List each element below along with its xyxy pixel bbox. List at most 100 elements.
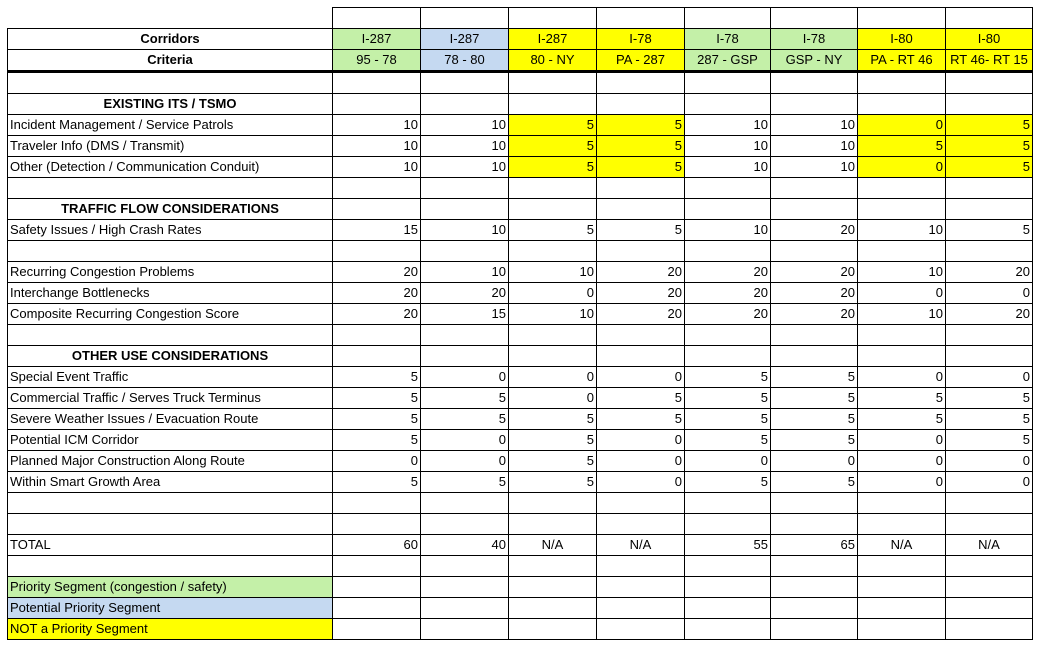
score-cell: 5 xyxy=(332,408,421,430)
empty-cell xyxy=(332,324,421,346)
criteria-label: Within Smart Growth Area xyxy=(7,471,333,493)
empty-cell xyxy=(508,198,597,220)
score-cell: 5 xyxy=(596,408,685,430)
score-cell: 0 xyxy=(945,450,1033,472)
table-body: Corridors I-287 I-287 I-287 I-78 I-78 I-78 I-80… xyxy=(7,7,1033,640)
score-cell: 5 xyxy=(684,387,771,409)
table-row: Within Smart Growth Area 5 5 5 0 5 5 0 0 xyxy=(7,471,1033,493)
score-cell: 20 xyxy=(596,303,685,325)
score-cell: 5 xyxy=(596,114,685,136)
score-cell: 5 xyxy=(945,156,1033,178)
empty-cell xyxy=(596,576,685,598)
empty-cell xyxy=(596,7,685,29)
empty-cell xyxy=(596,324,685,346)
empty-cell xyxy=(684,345,771,367)
criteria-label: Other (Detection / Communication Conduit… xyxy=(7,156,333,178)
empty-cell xyxy=(770,71,858,94)
empty-cell xyxy=(508,71,597,94)
empty-cell xyxy=(596,198,685,220)
score-cell: 10 xyxy=(420,261,509,283)
empty-cell xyxy=(508,618,597,640)
empty-cell xyxy=(857,597,946,619)
score-cell: 0 xyxy=(420,450,509,472)
section-title: EXISTING ITS / TSMO xyxy=(7,93,333,115)
score-cell: 5 xyxy=(332,366,421,388)
empty-cell xyxy=(945,513,1033,535)
empty-cell xyxy=(770,240,858,262)
empty-cell xyxy=(596,618,685,640)
score-cell: 0 xyxy=(945,282,1033,304)
total-cell: 60 xyxy=(332,534,421,556)
score-cell: 5 xyxy=(596,219,685,241)
empty-cell xyxy=(420,618,509,640)
score-cell: 10 xyxy=(420,156,509,178)
column-route: I-287 xyxy=(508,28,597,50)
empty-cell xyxy=(770,576,858,598)
score-cell: 0 xyxy=(596,429,685,451)
empty-cell xyxy=(770,513,858,535)
score-cell: 10 xyxy=(684,219,771,241)
score-cell: 15 xyxy=(420,303,509,325)
table-row xyxy=(7,71,1033,94)
empty-cell xyxy=(7,240,333,262)
score-cell: 5 xyxy=(945,429,1033,451)
empty-cell xyxy=(508,240,597,262)
score-cell: 5 xyxy=(508,429,597,451)
empty-cell xyxy=(332,93,421,115)
table-row: Incident Management / Service Patrols 10 1… xyxy=(7,114,1033,136)
empty-cell xyxy=(596,345,685,367)
empty-cell xyxy=(684,240,771,262)
empty-cell xyxy=(945,177,1033,199)
column-route: I-80 xyxy=(857,28,946,50)
empty-cell xyxy=(332,345,421,367)
empty-cell xyxy=(857,7,946,29)
score-cell: 15 xyxy=(332,219,421,241)
score-cell: 5 xyxy=(684,408,771,430)
table-row: Traveler Info (DMS / Transmit) 10 10 5 5 10 10… xyxy=(7,135,1033,157)
score-cell: 10 xyxy=(332,156,421,178)
score-cell: 5 xyxy=(945,219,1033,241)
table-row xyxy=(7,7,1033,29)
column-segment: PA - 287 xyxy=(596,49,685,73)
table-row xyxy=(7,240,1033,262)
empty-cell xyxy=(508,177,597,199)
corridors-label: Corridors xyxy=(7,28,333,50)
empty-cell xyxy=(945,324,1033,346)
empty-cell xyxy=(857,618,946,640)
empty-cell xyxy=(684,324,771,346)
empty-cell xyxy=(420,513,509,535)
empty-cell xyxy=(508,93,597,115)
score-cell: 5 xyxy=(857,387,946,409)
empty-cell xyxy=(508,345,597,367)
legend-item: NOT a Priority Segment xyxy=(7,618,333,640)
empty-cell xyxy=(770,618,858,640)
score-cell: 20 xyxy=(332,261,421,283)
table-row: Criteria 95 - 78 78 - 80 80 - NY PA - 287 287… xyxy=(7,49,1033,73)
score-cell: 0 xyxy=(857,114,946,136)
empty-cell xyxy=(770,198,858,220)
empty-cell xyxy=(684,198,771,220)
legend-item: Potential Priority Segment xyxy=(7,597,333,619)
score-cell: 0 xyxy=(420,366,509,388)
score-cell: 0 xyxy=(332,450,421,472)
score-cell: 0 xyxy=(420,429,509,451)
score-cell: 10 xyxy=(420,114,509,136)
column-segment: PA - RT 46 xyxy=(857,49,946,73)
score-cell: 5 xyxy=(508,135,597,157)
empty-cell xyxy=(684,492,771,514)
table-row: Planned Major Construction Along Route 0 0… xyxy=(7,450,1033,472)
score-cell: 0 xyxy=(508,366,597,388)
score-cell: 0 xyxy=(857,429,946,451)
criteria-table: Corridors I-287 I-287 I-287 I-78 I-78 I-78 I-80… xyxy=(7,7,1033,640)
column-segment: 95 - 78 xyxy=(332,49,421,73)
total-cell: 40 xyxy=(420,534,509,556)
table-row: Priority Segment (congestion / safety) xyxy=(7,576,1033,598)
table-row: Interchange Bottlenecks 20 20 0 20 20 20 0 0 xyxy=(7,282,1033,304)
table-row: Potential Priority Segment xyxy=(7,597,1033,619)
column-route: I-287 xyxy=(420,28,509,50)
score-cell: 10 xyxy=(332,114,421,136)
score-cell: 5 xyxy=(420,471,509,493)
empty-cell xyxy=(420,345,509,367)
score-cell: 20 xyxy=(770,261,858,283)
empty-cell xyxy=(596,597,685,619)
